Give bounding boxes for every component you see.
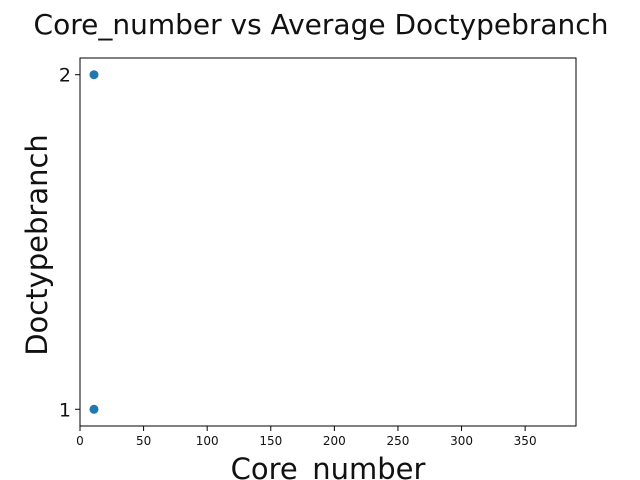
plot-frame: [79, 57, 577, 427]
y-tick-label: 1: [59, 399, 71, 421]
y-tick-label: 2: [59, 65, 71, 87]
x-tick-label: 150: [259, 434, 282, 448]
x-tick-label: 50: [136, 434, 151, 448]
x-tick-label: 250: [386, 434, 409, 448]
data-points: [89, 70, 99, 414]
plot-area: 0 50 100 150 200 250 300 350 12: [59, 57, 577, 448]
y-axis: 12: [59, 65, 80, 421]
x-tick-label: 200: [323, 434, 346, 448]
y-axis-title: Doctypebranch: [20, 134, 54, 356]
x-tick-label: 100: [196, 434, 219, 448]
chart-title: Core_number vs Average Doctypebranch: [34, 8, 609, 41]
x-tick-label: 0: [76, 434, 84, 448]
data-point: [89, 404, 99, 414]
x-tick-label: 350: [514, 434, 537, 448]
data-point: [89, 70, 99, 80]
x-axis: 0 50 100 150 200 250 300 350: [76, 426, 537, 448]
x-axis-title: Core_number: [231, 452, 426, 480]
x-tick-label: 300: [450, 434, 473, 448]
